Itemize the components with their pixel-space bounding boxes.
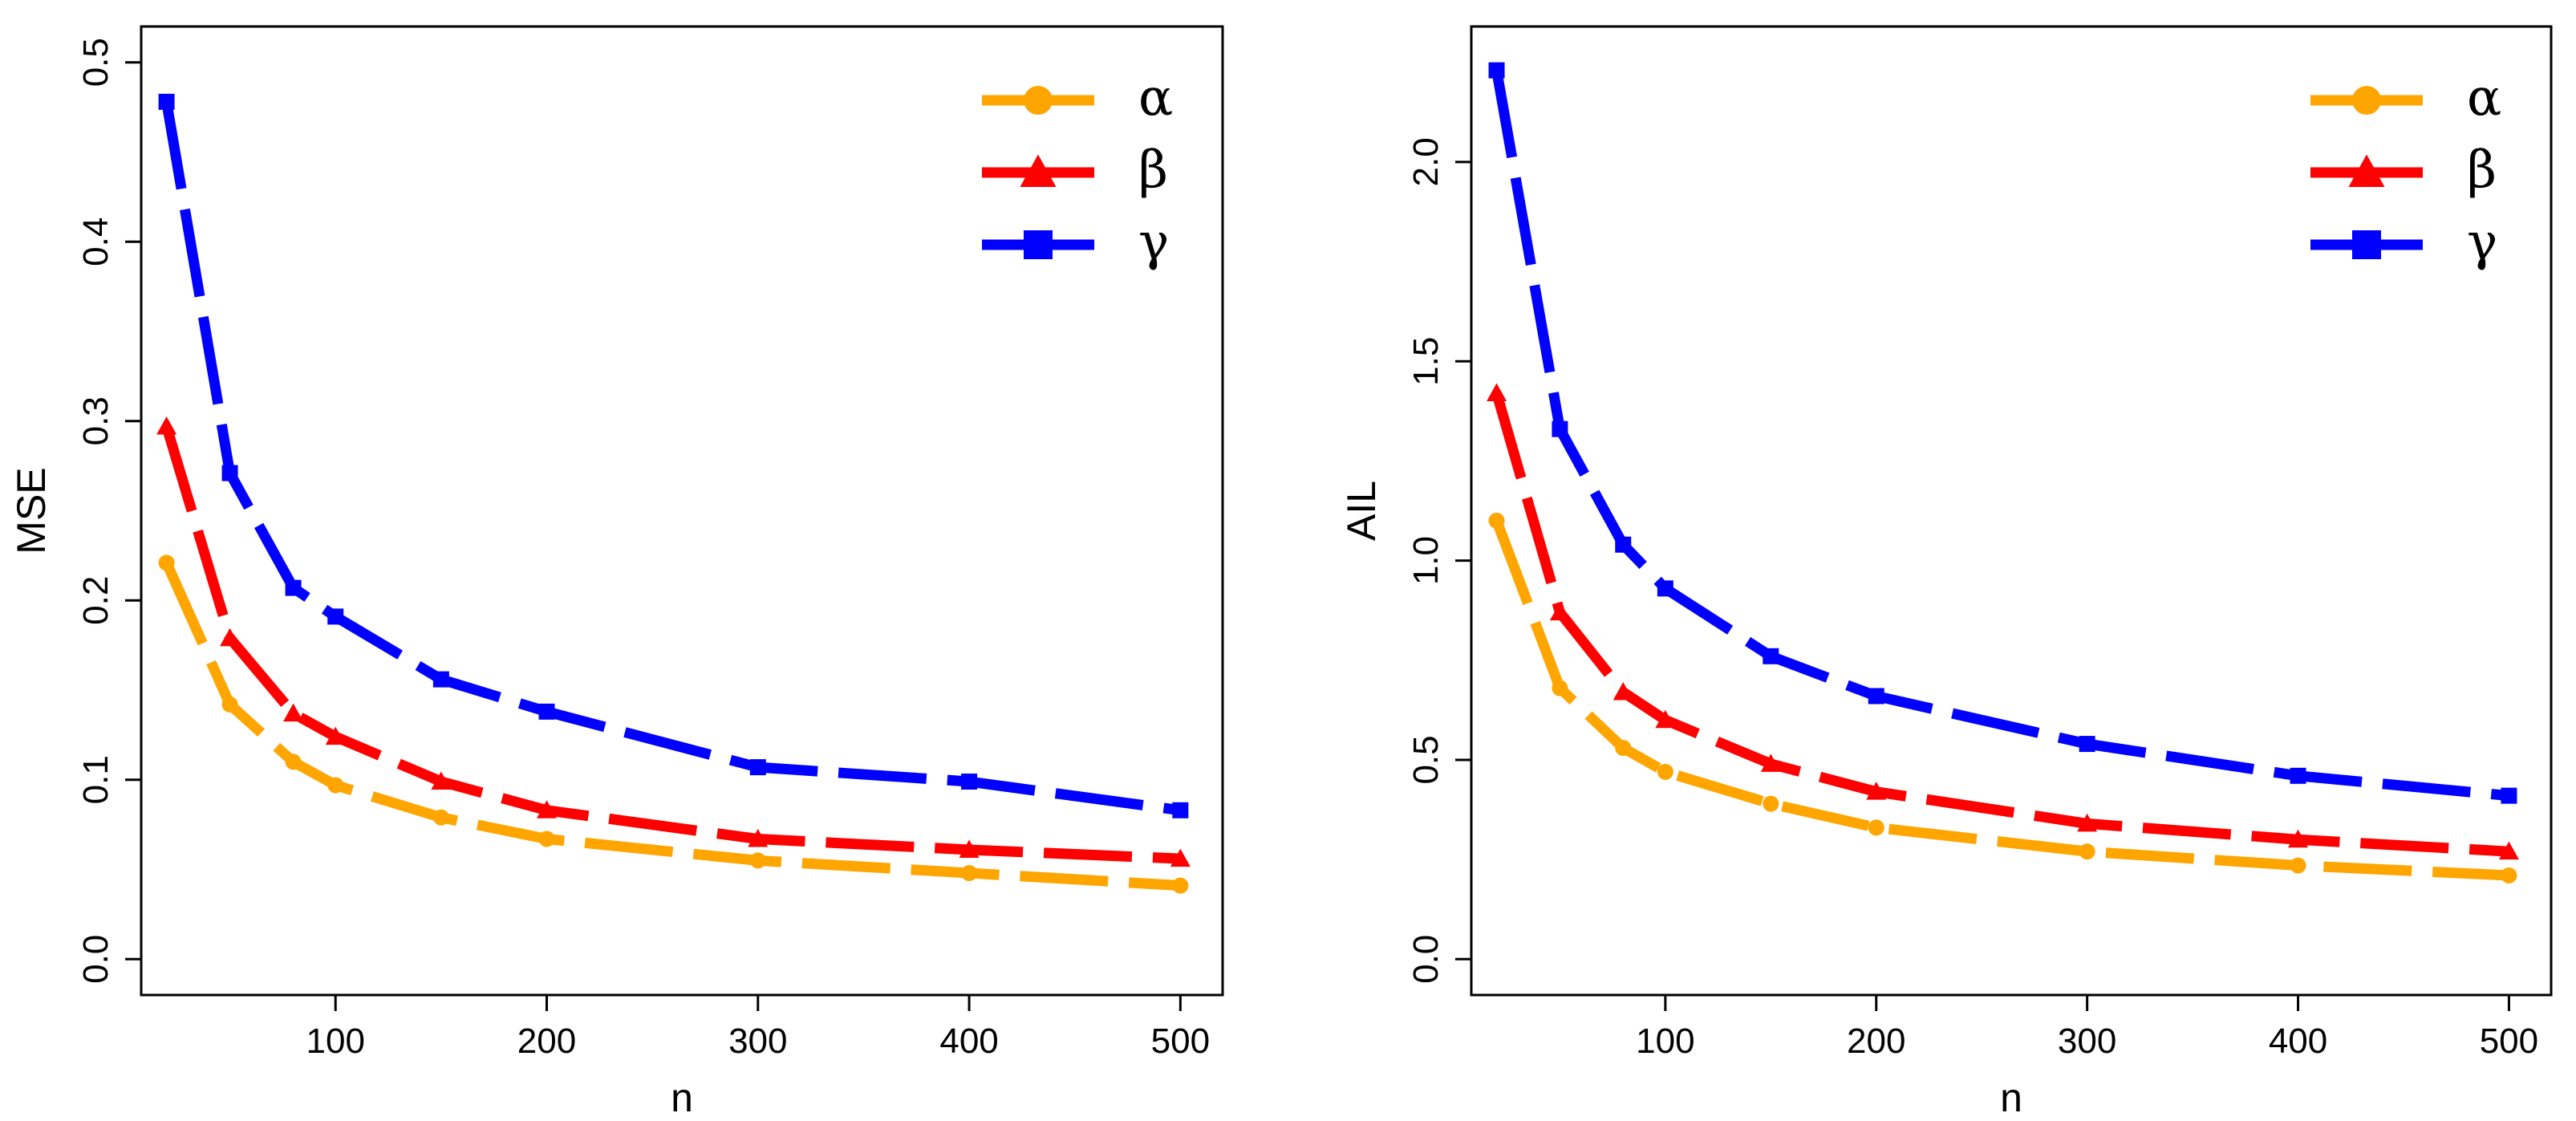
data-point <box>1487 383 1507 401</box>
legend-label: γ <box>2467 213 2497 272</box>
mse-chart: 100 200 300 400 500 0.0 0.1 0.2 0.3 0.4 0.5 n MSE αβγ <box>9 25 1224 1120</box>
y-tick-label: 0.3 <box>76 396 116 445</box>
y-tick-label: 2.0 <box>1406 137 1446 186</box>
legend-marker <box>1024 230 1053 259</box>
data-point <box>1549 602 1570 621</box>
data-point <box>1868 819 1884 836</box>
legend-marker <box>2352 86 2381 115</box>
legend-marker <box>1024 86 1053 115</box>
data-point <box>1552 680 1568 697</box>
x-tick-label: 300 <box>2058 1021 2116 1061</box>
data-point <box>2079 843 2095 860</box>
data-point <box>1763 648 1779 664</box>
y-tick-label: 1.5 <box>1406 337 1446 386</box>
data-point <box>1763 795 1779 812</box>
data-point <box>538 703 555 720</box>
x-tick-label: 200 <box>517 1021 576 1061</box>
legend-marker <box>2348 154 2385 187</box>
y-tick-label: 0.5 <box>76 38 116 87</box>
data-point <box>221 696 238 713</box>
y-tick-label: 0.4 <box>76 217 116 266</box>
legend-label: α <box>1138 68 1173 128</box>
data-point <box>959 839 980 858</box>
data-point <box>1760 753 1781 772</box>
data-point <box>158 554 175 571</box>
ail-chart: 100 200 300 400 500 0.0 0.5 1.0 1.5 2.0 n AIL αβγ <box>1339 25 2553 1120</box>
data-point <box>1172 802 1189 818</box>
x-tick-label: 500 <box>2480 1021 2538 1061</box>
data-point <box>1488 512 1505 529</box>
data-point <box>1170 848 1191 867</box>
data-point <box>748 829 769 847</box>
data-point <box>158 93 175 110</box>
data-point <box>1552 420 1568 437</box>
data-point <box>749 852 766 869</box>
y-tick-label: 1.0 <box>1406 536 1446 585</box>
data-point <box>283 703 304 722</box>
data-point <box>961 865 978 882</box>
data-point <box>2501 787 2517 804</box>
y-tick-label: 0.5 <box>1406 735 1446 784</box>
data-point <box>2288 829 2309 848</box>
series-line <box>161 100 1182 816</box>
data-point <box>1657 763 1673 780</box>
data-point <box>2290 857 2306 874</box>
data-point <box>1615 536 1632 553</box>
x-axis-title: n <box>671 1075 693 1120</box>
data-point <box>1613 682 1633 701</box>
x-axis-title: n <box>2000 1075 2022 1120</box>
data-point <box>285 579 302 596</box>
y-tick-label: 0.0 <box>76 935 116 984</box>
legend-label: β <box>2467 140 2497 200</box>
data-point <box>749 759 766 776</box>
data-point <box>961 774 978 790</box>
data-point <box>1868 688 1884 705</box>
data-point <box>1615 740 1632 757</box>
data-point <box>220 628 241 647</box>
data-point <box>2498 841 2519 860</box>
data-point <box>1655 709 1676 729</box>
x-tick-label: 100 <box>1636 1021 1694 1061</box>
y-axis-title: MSE <box>9 467 54 554</box>
data-point <box>1488 62 1505 79</box>
x-tick-label: 200 <box>1847 1021 1905 1061</box>
data-point <box>538 831 555 847</box>
legend-label: γ <box>1138 213 1169 272</box>
x-tick-label: 400 <box>2269 1021 2327 1061</box>
data-point <box>325 726 346 745</box>
x-tick-label: 400 <box>939 1021 998 1061</box>
data-point <box>156 416 177 435</box>
y-tick-label: 0.1 <box>76 755 116 804</box>
y-tick-label: 0.2 <box>76 576 116 625</box>
legend-label: α <box>2467 68 2501 128</box>
data-point <box>1657 580 1673 597</box>
data-point <box>327 777 344 794</box>
data-point <box>2290 767 2306 784</box>
legend-marker <box>2352 230 2381 259</box>
data-point <box>431 771 452 790</box>
legend-label: β <box>1138 140 1168 200</box>
x-tick-label: 100 <box>306 1021 365 1061</box>
data-point <box>1866 782 1887 800</box>
data-point <box>327 608 344 625</box>
data-point <box>432 809 449 826</box>
series-line <box>1491 518 2509 881</box>
data-point <box>2501 867 2517 883</box>
legend-marker <box>1020 154 1057 187</box>
data-point <box>2077 813 2098 832</box>
y-tick-label: 0.0 <box>1406 935 1446 984</box>
data-point <box>432 671 449 688</box>
x-tick-label: 300 <box>728 1021 787 1061</box>
data-point <box>537 800 557 818</box>
data-point <box>221 465 238 481</box>
data-point <box>2079 736 2095 753</box>
data-point <box>1172 877 1189 894</box>
x-tick-label: 500 <box>1151 1021 1210 1061</box>
data-point <box>285 753 302 770</box>
y-axis-title: AIL <box>1339 481 1384 541</box>
